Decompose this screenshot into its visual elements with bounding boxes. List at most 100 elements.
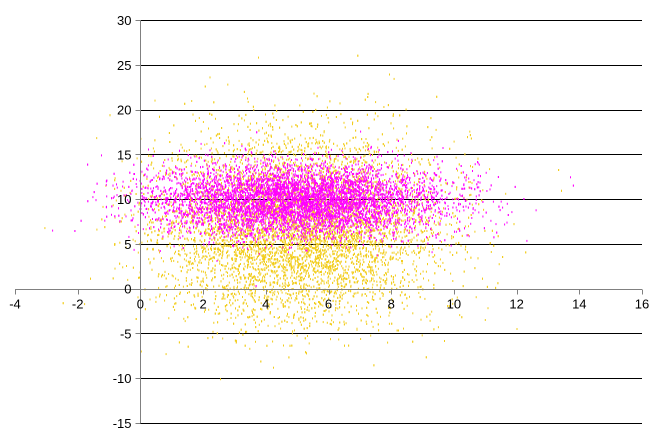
data-point bbox=[345, 322, 347, 325]
data-point bbox=[304, 238, 306, 241]
data-point bbox=[170, 260, 172, 263]
data-point bbox=[389, 230, 391, 233]
data-point bbox=[308, 262, 310, 265]
data-point bbox=[222, 297, 224, 300]
data-point bbox=[222, 296, 224, 299]
data-point bbox=[227, 249, 229, 252]
data-point bbox=[139, 276, 140, 279]
data-point bbox=[306, 173, 308, 176]
data-point bbox=[324, 177, 326, 180]
data-point bbox=[167, 235, 169, 238]
data-point bbox=[312, 260, 314, 263]
data-point bbox=[323, 130, 325, 133]
data-point bbox=[299, 321, 301, 324]
data-point bbox=[368, 150, 370, 153]
data-point bbox=[393, 77, 395, 80]
data-point bbox=[320, 220, 322, 223]
data-point bbox=[351, 240, 353, 243]
data-point bbox=[300, 279, 301, 282]
data-point bbox=[158, 286, 160, 289]
data-point bbox=[458, 176, 460, 179]
data-point bbox=[344, 283, 346, 286]
data-point bbox=[220, 378, 221, 381]
data-point bbox=[380, 204, 382, 207]
data-point bbox=[406, 195, 407, 198]
data-point bbox=[357, 287, 359, 290]
data-point bbox=[294, 250, 296, 252]
data-point bbox=[320, 248, 322, 251]
data-point bbox=[84, 303, 86, 306]
data-point bbox=[351, 193, 353, 196]
data-point bbox=[326, 264, 328, 266]
data-point bbox=[287, 137, 289, 140]
data-point bbox=[376, 170, 378, 173]
data-point bbox=[305, 183, 307, 186]
data-point bbox=[277, 157, 279, 160]
data-point bbox=[397, 167, 399, 170]
data-point bbox=[426, 177, 428, 180]
data-point bbox=[322, 267, 324, 269]
data-point bbox=[400, 202, 402, 205]
data-point bbox=[254, 216, 256, 219]
data-point bbox=[346, 189, 348, 192]
data-point bbox=[299, 104, 301, 107]
data-point bbox=[296, 295, 298, 297]
data-point bbox=[290, 276, 292, 279]
data-point bbox=[252, 312, 254, 315]
data-point bbox=[159, 251, 160, 254]
data-point bbox=[164, 299, 166, 302]
data-point bbox=[251, 248, 253, 251]
data-point bbox=[337, 202, 339, 205]
data-point bbox=[391, 162, 392, 164]
data-point bbox=[269, 247, 271, 250]
data-point bbox=[388, 306, 389, 309]
data-point bbox=[271, 211, 273, 214]
data-point bbox=[255, 340, 256, 343]
data-point bbox=[464, 225, 466, 228]
data-point bbox=[416, 183, 418, 186]
data-point bbox=[226, 251, 227, 254]
data-point bbox=[475, 296, 477, 299]
data-point bbox=[219, 262, 221, 265]
data-point bbox=[119, 241, 121, 244]
data-point bbox=[233, 214, 235, 217]
data-point bbox=[303, 245, 305, 248]
data-point bbox=[453, 140, 455, 143]
data-point bbox=[361, 240, 362, 243]
data-point bbox=[215, 117, 216, 120]
data-point bbox=[298, 148, 300, 151]
data-point bbox=[438, 223, 440, 226]
data-point bbox=[288, 221, 290, 224]
data-point bbox=[312, 211, 314, 214]
data-point bbox=[372, 248, 374, 251]
data-point bbox=[211, 228, 213, 231]
data-point bbox=[251, 147, 253, 150]
data-point bbox=[383, 216, 384, 219]
data-point bbox=[454, 197, 456, 200]
data-point bbox=[376, 273, 378, 276]
data-point bbox=[303, 283, 305, 286]
data-point bbox=[213, 227, 215, 230]
data-point bbox=[315, 257, 317, 260]
data-point bbox=[215, 169, 217, 172]
data-point bbox=[234, 249, 236, 252]
data-point bbox=[280, 206, 282, 209]
data-point bbox=[309, 249, 311, 252]
data-point bbox=[334, 309, 336, 312]
data-point bbox=[350, 261, 352, 264]
data-point bbox=[468, 186, 470, 189]
data-point bbox=[265, 247, 267, 250]
data-point bbox=[396, 204, 398, 207]
data-point bbox=[424, 297, 426, 300]
data-point bbox=[215, 247, 217, 250]
data-point bbox=[154, 99, 156, 102]
data-point bbox=[353, 295, 355, 298]
data-point bbox=[183, 258, 185, 261]
data-point bbox=[189, 220, 191, 223]
data-point bbox=[370, 223, 372, 226]
data-point bbox=[315, 128, 317, 130]
data-point bbox=[352, 272, 354, 275]
data-point bbox=[385, 259, 387, 261]
data-point bbox=[283, 251, 285, 254]
data-point bbox=[254, 228, 256, 230]
